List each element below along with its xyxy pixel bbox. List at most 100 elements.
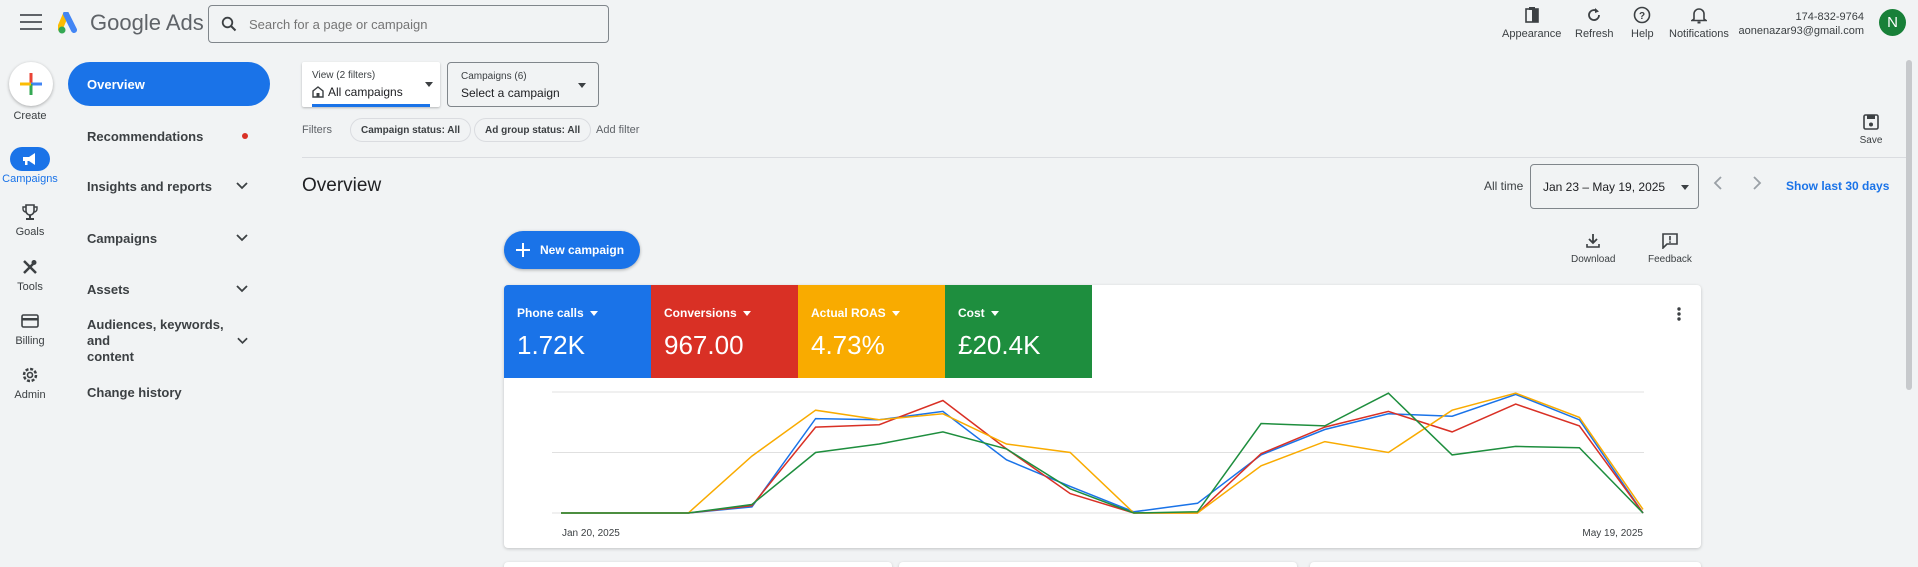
dropdown-caret-icon (1681, 185, 1689, 190)
avatar[interactable]: N (1879, 9, 1906, 36)
date-range-picker[interactable]: Jan 23 – May 19, 2025 (1530, 164, 1699, 209)
credit-card-icon (21, 314, 39, 328)
rail-campaigns[interactable]: Campaigns (0, 147, 60, 185)
chevron-down-icon (237, 337, 248, 345)
rail-admin[interactable]: Admin (0, 363, 60, 401)
metric-label: Cost (958, 306, 985, 320)
x-axis-start-label: Jan 20, 2025 (562, 528, 620, 539)
nav-insights-label: Insights and reports (87, 178, 212, 194)
nav-insights[interactable]: Insights and reports (68, 178, 270, 194)
feedback-button[interactable]: Feedback (1648, 233, 1692, 265)
date-range-value: Jan 23 – May 19, 2025 (1543, 179, 1666, 194)
dropdown-caret-icon (425, 82, 433, 87)
more-vert-icon (1677, 307, 1681, 321)
selected-underline (312, 104, 430, 107)
nav-change-history[interactable]: Change history (68, 384, 270, 400)
nav-audiences-line1: Audiences, keywords, and (87, 317, 224, 348)
show-last-30-days-link[interactable]: Show last 30 days (1786, 179, 1890, 193)
refresh-icon (1588, 8, 1601, 21)
dropdown-caret-icon (742, 310, 751, 316)
account-info[interactable]: 174-832-9764 aonenazar93@gmail.com (1738, 10, 1864, 38)
nav-overview[interactable]: Overview (68, 62, 270, 106)
notification-dot (242, 133, 248, 139)
adgroup-status-filter-chip[interactable]: Ad group status: All (474, 118, 592, 142)
dropdown-caret-icon (990, 310, 999, 316)
nav-assets-label: Assets (87, 281, 130, 297)
nav-change-history-label: Change history (87, 384, 182, 400)
notifications-button[interactable]: Notifications (1669, 2, 1729, 40)
dropdown-caret-icon (578, 83, 586, 88)
view-selector[interactable]: View (2 filters) All campaigns (302, 62, 440, 107)
nav-audiences-line2: content (87, 349, 134, 364)
metric-label: Actual ROAS (811, 306, 886, 320)
download-label: Download (1571, 254, 1616, 265)
campaign-selector[interactable]: Campaigns (6) Select a campaign (447, 62, 599, 107)
divider (302, 157, 1906, 158)
add-filter-button[interactable]: Add filter (596, 124, 640, 136)
view-filter-count: View (2 filters) (312, 70, 376, 81)
campaign-status-filter-chip[interactable]: Campaign status: All (350, 118, 472, 142)
bell-icon (1690, 8, 1707, 24)
save-icon (1863, 114, 1879, 130)
chevron-right-icon (1753, 176, 1762, 190)
search-box[interactable] (208, 5, 609, 43)
refresh-button[interactable]: Refresh (1575, 2, 1614, 40)
metric-value: 4.73% (811, 330, 885, 360)
metric-actual-roas[interactable]: Actual ROAS 4.73% (798, 285, 945, 378)
create-button[interactable] (9, 62, 53, 106)
series-line-2 (561, 399, 1644, 514)
performance-card: Phone calls 1.72K Conversions 967.00 Act… (504, 285, 1701, 548)
nav-recommendations[interactable]: Recommendations (68, 128, 270, 144)
app-name: Google Ads (90, 10, 204, 35)
search-input[interactable] (249, 16, 589, 32)
rail-campaigns-label: Campaigns (2, 173, 58, 185)
chevron-down-icon (236, 285, 248, 293)
building-icon (312, 86, 324, 98)
account-id: 174-832-9764 (1795, 11, 1864, 23)
download-icon (1586, 234, 1601, 248)
nav-campaigns[interactable]: Campaigns (68, 230, 270, 246)
metric-label: Phone calls (517, 306, 584, 320)
appearance-button[interactable]: Appearance (1502, 2, 1561, 40)
next-period-button[interactable] (1752, 176, 1762, 190)
feedback-icon (1662, 233, 1678, 249)
rail-goals[interactable]: Goals (0, 200, 60, 238)
trophy-icon (22, 204, 38, 220)
refresh-label: Refresh (1575, 28, 1614, 40)
rail-admin-label: Admin (14, 389, 46, 401)
megaphone-icon (23, 153, 35, 165)
gear-icon (22, 367, 38, 383)
google-ads-icon (58, 12, 77, 34)
campaign-select-label: Select a campaign (461, 86, 560, 100)
previous-period-button[interactable] (1713, 176, 1723, 190)
tools-icon (23, 260, 37, 274)
nav-assets[interactable]: Assets (68, 281, 270, 297)
plus-icon (516, 243, 530, 257)
new-campaign-button[interactable]: New campaign (504, 231, 640, 269)
view-main: All campaigns (312, 85, 403, 99)
metric-cost[interactable]: Cost £20.4K (945, 285, 1092, 378)
create-label: Create (13, 110, 47, 122)
scrollbar[interactable] (1906, 60, 1912, 390)
nav-audiences[interactable]: Audiences, keywords, and content (68, 317, 270, 364)
account-email: aonenazar93@gmail.com (1738, 25, 1864, 37)
page-title: Overview (302, 175, 382, 196)
google-ads-logo[interactable]: Google Ads (58, 10, 204, 36)
more-options-button[interactable] (1677, 307, 1681, 321)
save-button[interactable]: Save (1855, 114, 1887, 146)
rail-tools[interactable]: Tools (0, 255, 60, 293)
metric-value: 967.00 (664, 330, 744, 360)
metric-conversions[interactable]: Conversions 967.00 (651, 285, 798, 378)
main-menu-button[interactable] (20, 14, 42, 32)
dropdown-caret-icon (589, 310, 598, 316)
view-label: All campaigns (328, 85, 403, 99)
line-chart: Jan 20, 2025 May 19, 2025 (552, 391, 1644, 539)
chevron-down-icon (236, 182, 248, 190)
metric-phone-calls[interactable]: Phone calls 1.72K (504, 285, 651, 378)
metric-label: Conversions (664, 306, 737, 320)
download-button[interactable]: Download (1571, 233, 1615, 265)
rail-billing[interactable]: Billing (0, 309, 60, 347)
chevron-down-icon (236, 234, 248, 242)
help-button[interactable]: ? Help (1631, 2, 1654, 40)
save-label: Save (1859, 135, 1883, 146)
